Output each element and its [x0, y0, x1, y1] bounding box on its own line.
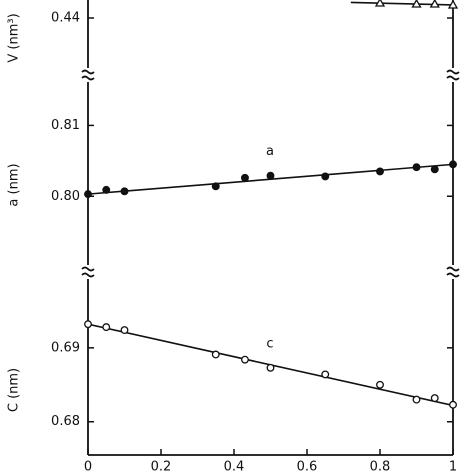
marker [120, 326, 129, 335]
marker [120, 187, 129, 196]
marker [321, 172, 330, 181]
break-gap [80, 68, 96, 82]
marker [374, 0, 386, 7]
marker [430, 165, 439, 174]
marker [102, 185, 111, 194]
marker [376, 167, 384, 176]
x-tick-label: 0.8 [370, 460, 391, 474]
marker [240, 173, 249, 182]
y-tick-label: 0.81 [51, 118, 80, 133]
axis-breaks [80, 68, 461, 279]
x-tick-label: 0 [84, 460, 92, 474]
y-tick-label: 0.44 [51, 11, 80, 26]
marker [449, 160, 457, 169]
y-tick-label: 0.80 [51, 189, 80, 204]
y-axis-label: V (nm³) [7, 13, 22, 62]
marker [266, 363, 275, 372]
marker [321, 370, 330, 379]
marker [240, 355, 249, 364]
break-gap [445, 68, 461, 82]
marker [429, 0, 440, 8]
marker [411, 0, 422, 8]
annotation: c [266, 336, 273, 351]
marker [84, 320, 92, 329]
marker [102, 323, 111, 332]
y-axis-label: a (nm) [7, 163, 22, 206]
x-tick-label: 1 [449, 460, 457, 474]
break-mark [81, 69, 460, 278]
marker [412, 163, 421, 172]
y-axis-label: C (nm) [7, 368, 22, 412]
x-tick-label: 0.6 [297, 460, 318, 474]
marker [211, 350, 220, 359]
marker [84, 190, 92, 199]
marker [449, 400, 457, 409]
annotation: a [266, 144, 274, 159]
marker [447, 0, 459, 9]
marker [266, 171, 275, 180]
x-tick-label: 0.4 [224, 460, 245, 474]
break-gap [80, 265, 96, 279]
marker [211, 182, 220, 191]
marker [430, 394, 439, 403]
y-tick-label: 0.69 [51, 340, 80, 355]
y-tick-label: 0.68 [51, 414, 80, 429]
break-gap [445, 265, 461, 279]
marker [412, 395, 421, 404]
marker [376, 380, 384, 389]
x-tick-label: 0.2 [151, 460, 172, 474]
